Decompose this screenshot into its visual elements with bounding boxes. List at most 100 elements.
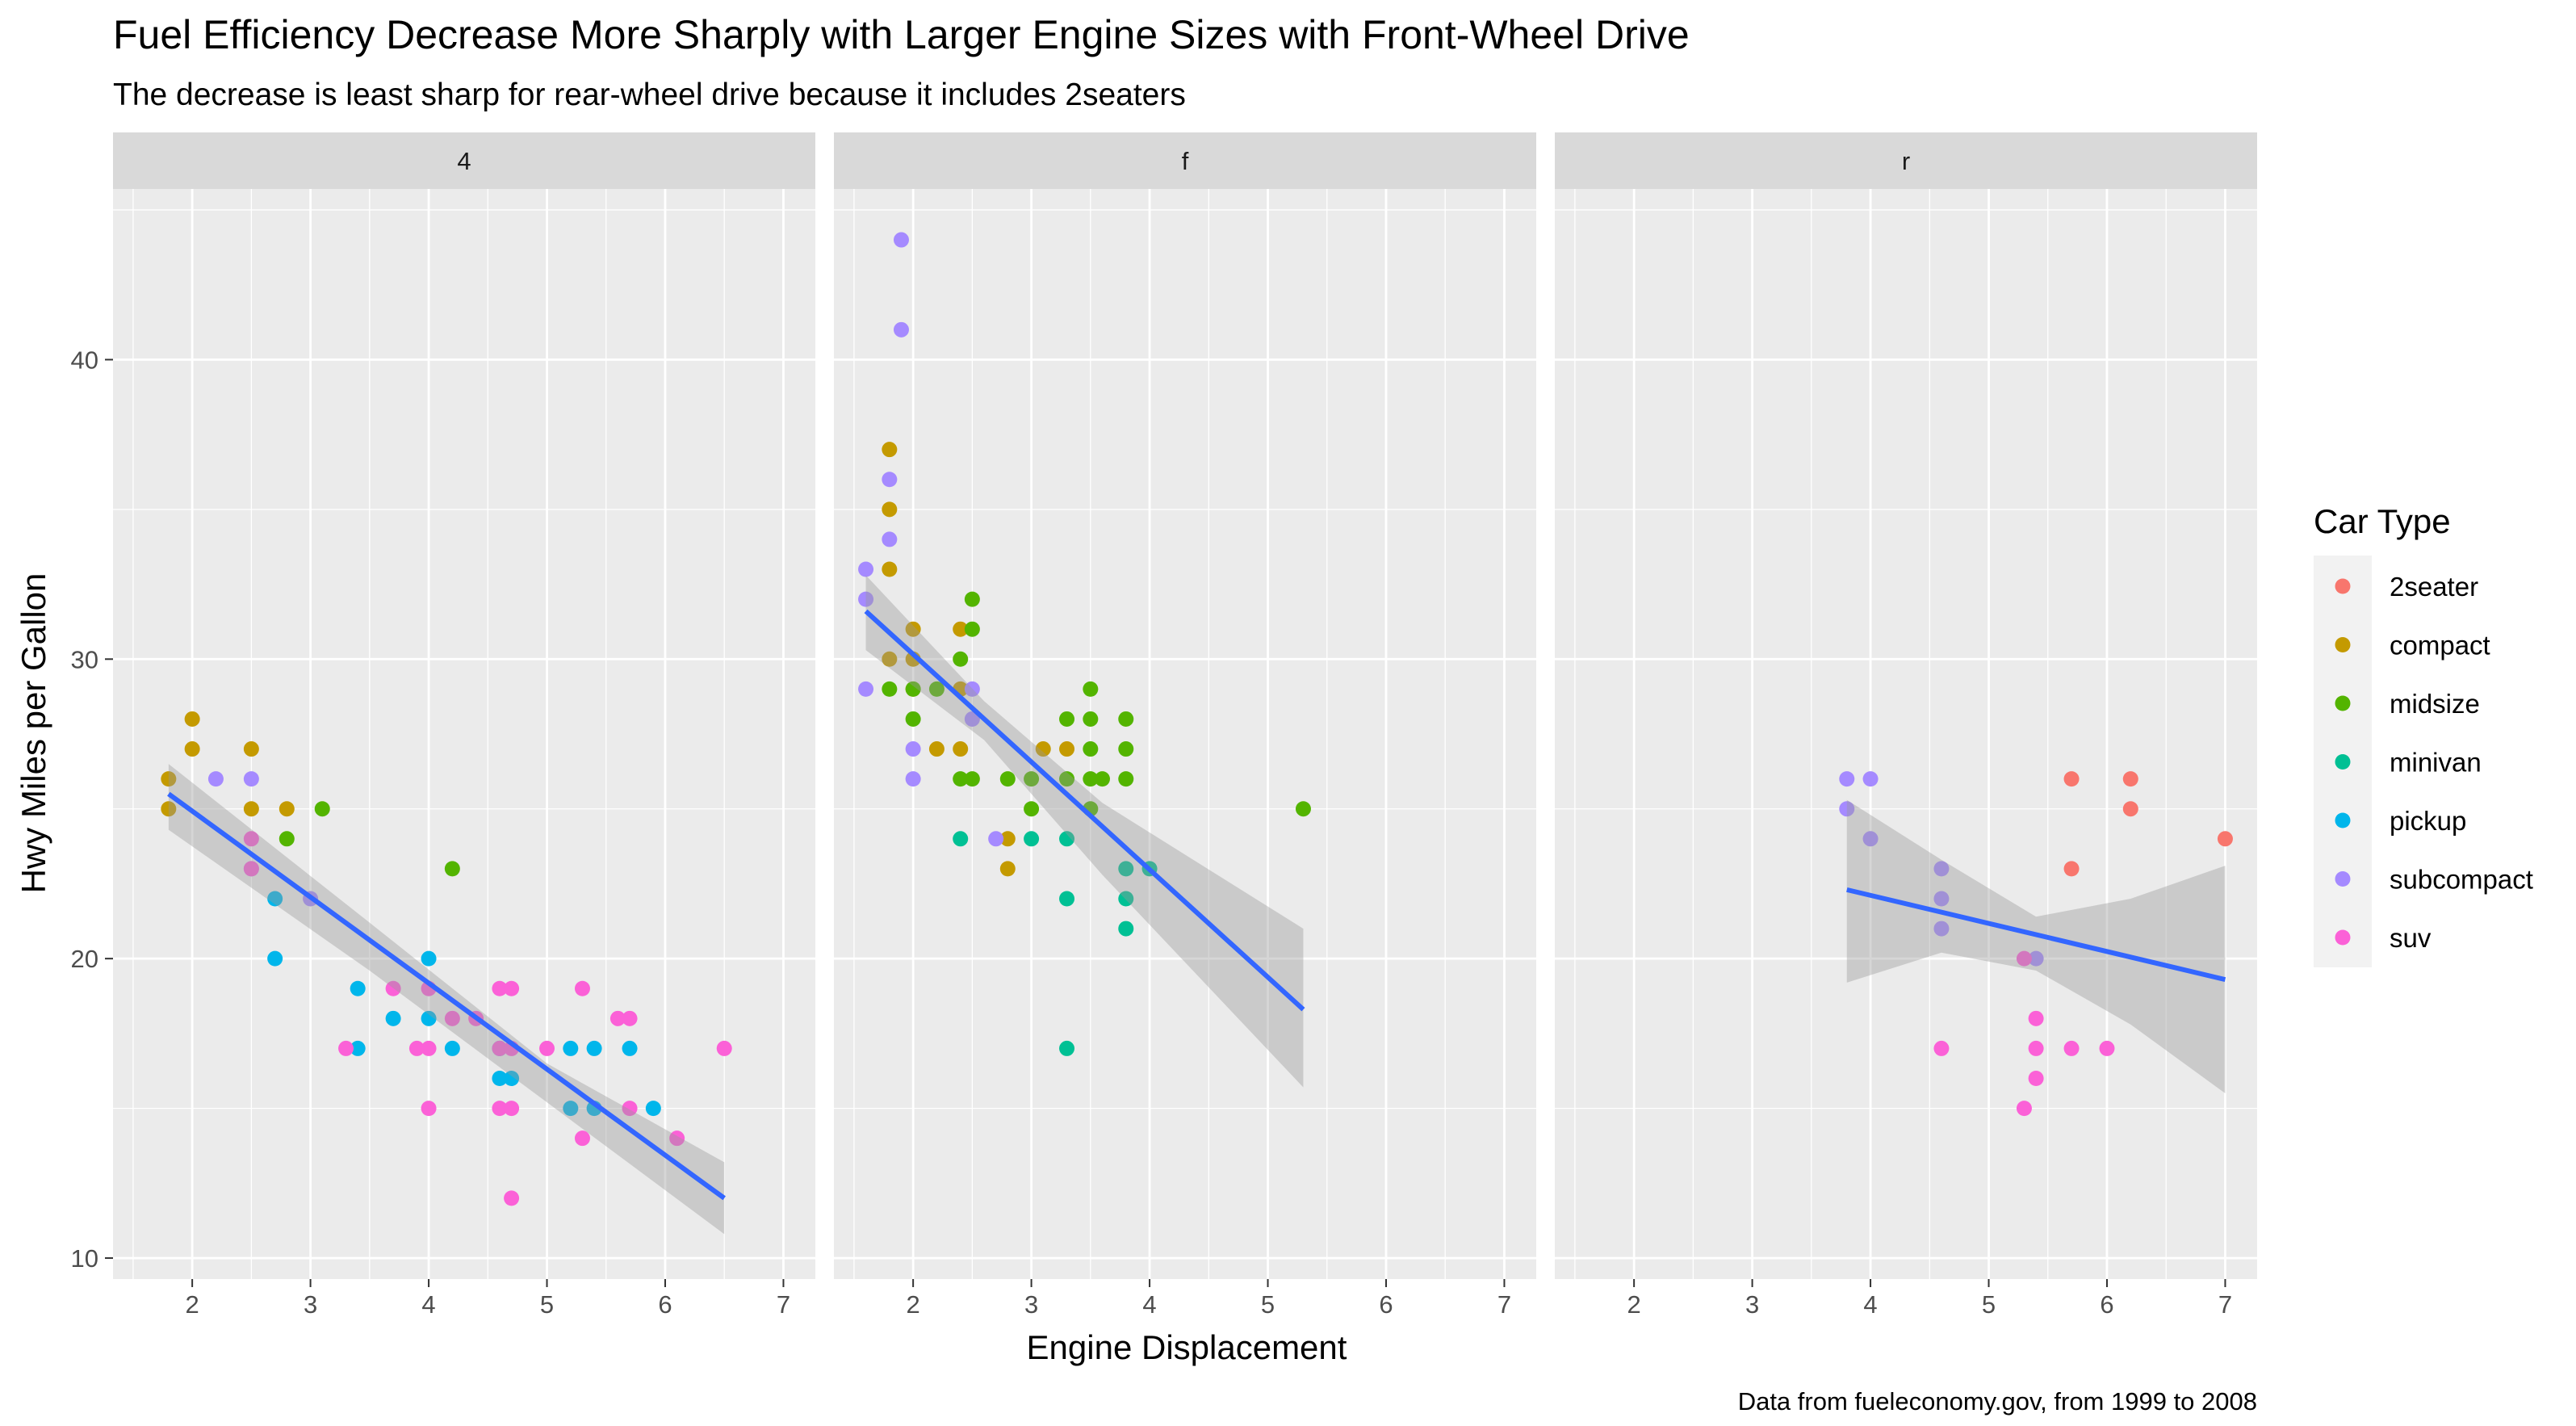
data-point-suv: [622, 1101, 638, 1117]
data-point-midsize: [1094, 771, 1110, 787]
data-point-subcompact: [1933, 891, 1950, 907]
facet-strip-label: 4: [457, 147, 471, 175]
legend-key-2seater: [2335, 578, 2351, 594]
chart-title: Fuel Efficiency Decrease More Sharply wi…: [113, 12, 1690, 57]
data-point-compact: [882, 651, 898, 667]
data-point-subcompact: [243, 771, 259, 787]
data-point-pickup: [586, 1040, 602, 1056]
data-point-midsize: [314, 801, 330, 817]
y-tick-label: 40: [71, 346, 98, 374]
data-point-subcompact: [882, 472, 898, 488]
y-tick-label: 10: [71, 1244, 98, 1273]
regression-line: [1846, 887, 2226, 983]
data-point-pickup: [444, 1040, 460, 1056]
data-point-suv: [716, 1040, 732, 1056]
chart-subtitle: The decrease is least sharp for rear-whe…: [113, 78, 1186, 112]
data-point-suv: [669, 1130, 685, 1147]
data-point-pickup: [267, 891, 283, 907]
data-point-compact: [243, 801, 259, 817]
data-point-midsize: [444, 861, 460, 877]
data-point-midsize: [905, 681, 921, 697]
x-tick-label: 4: [1142, 1290, 1156, 1319]
confidence-band: [865, 575, 1304, 1088]
data-point-2seater: [2217, 831, 2233, 847]
legend-key-compact: [2335, 637, 2351, 652]
legend-label-suv: suv: [2390, 923, 2431, 953]
data-point-midsize: [1083, 771, 1099, 787]
data-point-suv: [492, 1101, 508, 1117]
data-point-suv: [2028, 1010, 2044, 1026]
regression-line: [167, 791, 726, 1201]
data-point-midsize: [964, 771, 980, 787]
x-tick-label: 7: [2218, 1290, 2232, 1319]
data-point-midsize: [1083, 711, 1099, 727]
data-point-compact: [882, 561, 898, 577]
data-point-suv: [385, 980, 401, 996]
data-point-compact: [161, 801, 177, 817]
data-point-midsize: [964, 591, 980, 607]
panel-background: [113, 189, 815, 1279]
x-tick-label: 5: [1982, 1290, 1996, 1319]
data-point-suv: [408, 1040, 425, 1056]
facet-strip-label: r: [1902, 147, 1910, 175]
data-point-compact: [184, 741, 200, 757]
facet-panels: 4 2 3 4 5 6 7 f 2 3 4 5 6 7 r 2 3 4 5 6 7: [113, 132, 2257, 1319]
data-point-suv: [609, 1010, 626, 1026]
data-point-suv: [504, 1101, 520, 1117]
data-point-subcompact: [988, 831, 1004, 847]
x-tick-label: 3: [1024, 1290, 1038, 1319]
legend-key-midsize: [2335, 695, 2351, 711]
data-point-2seater: [2063, 861, 2080, 877]
data-point-compact: [882, 501, 898, 518]
data-point-2seater: [2122, 801, 2138, 817]
data-point-subcompact: [905, 771, 921, 787]
data-point-subcompact: [882, 531, 898, 547]
legend-label-pickup: pickup: [2390, 806, 2466, 836]
data-point-pickup: [385, 1010, 401, 1026]
data-point-suv: [444, 1010, 460, 1026]
data-point-subcompact: [858, 681, 874, 697]
data-point-pickup: [492, 1071, 508, 1087]
regression-line: [864, 609, 1305, 1012]
x-axis-label: Engine Displacement: [1027, 1328, 1347, 1366]
data-point-minivan: [1059, 891, 1075, 907]
legend-key-minivan: [2335, 754, 2351, 770]
data-point-midsize: [1295, 801, 1311, 817]
data-point-subcompact: [1839, 771, 1855, 787]
data-point-midsize: [1083, 681, 1099, 697]
data-point-pickup: [645, 1101, 661, 1117]
data-point-subcompact: [858, 591, 874, 607]
data-point-midsize: [1024, 771, 1040, 787]
data-point-midsize: [1118, 741, 1134, 757]
data-point-midsize: [928, 681, 945, 697]
data-point-minivan: [1118, 891, 1134, 907]
data-point-pickup: [350, 980, 366, 996]
data-point-subcompact: [893, 321, 909, 338]
data-point-midsize: [1083, 741, 1099, 757]
data-point-suv: [492, 1040, 508, 1056]
data-point-suv: [504, 1190, 520, 1206]
data-point-2seater: [2063, 771, 2080, 787]
data-point-suv: [243, 861, 259, 877]
data-point-pickup: [421, 950, 437, 967]
data-point-compact: [905, 621, 921, 637]
data-point-midsize: [1059, 711, 1075, 727]
data-point-subcompact: [1862, 771, 1879, 787]
data-point-pickup: [622, 1040, 638, 1056]
x-tick-label: 6: [658, 1290, 672, 1319]
legend-key-suv: [2335, 929, 2351, 946]
legend-label-2seater: 2seater: [2390, 572, 2478, 602]
panel-background: [1555, 189, 2257, 1279]
legend-title: Car Type: [2314, 502, 2451, 540]
data-point-minivan: [1059, 1040, 1075, 1056]
data-point-suv: [243, 831, 259, 847]
data-point-subcompact: [1933, 861, 1950, 877]
data-point-midsize: [1059, 771, 1075, 787]
x-tick-label: 7: [777, 1290, 790, 1319]
facet-strip: [113, 132, 815, 189]
y-axis-label: Hwy Miles per Gallon: [15, 573, 52, 894]
facet-4: 4 2 3 4 5 6 7: [113, 132, 815, 1319]
y-axis: 10 20 30 40: [71, 346, 113, 1273]
data-point-midsize: [964, 621, 980, 637]
data-point-suv: [2016, 950, 2032, 967]
